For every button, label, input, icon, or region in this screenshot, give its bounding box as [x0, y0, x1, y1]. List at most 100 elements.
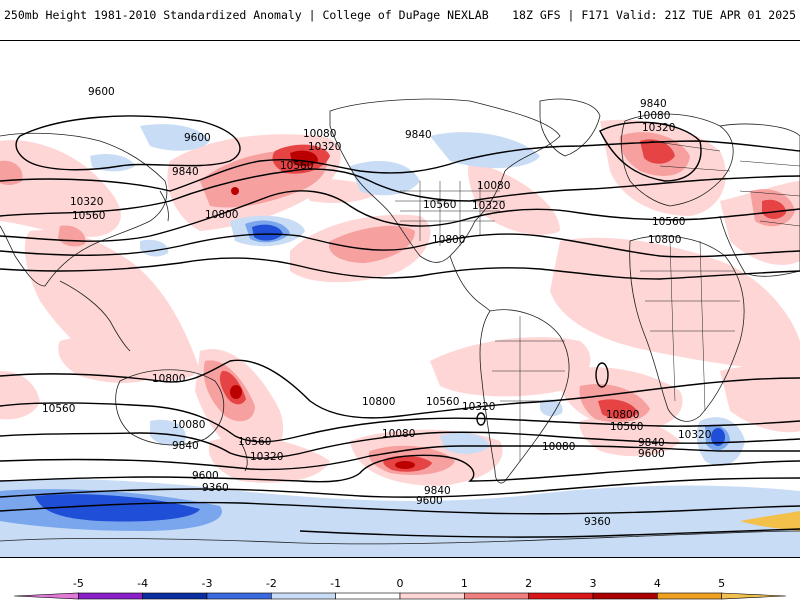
contour-label: 9600 — [416, 495, 443, 507]
asia-west-coast — [0, 132, 168, 287]
contour-label: 9360 — [202, 482, 229, 494]
contour-label: 9600 — [88, 86, 115, 98]
contour-10320-s — [0, 431, 800, 459]
contour-label: 10080 — [477, 180, 510, 192]
colorbar-tick-label: 4 — [654, 577, 661, 590]
negative-anomaly-1 — [140, 124, 210, 151]
contour-label: 10080 — [172, 419, 205, 431]
colorbar-tick-label: -2 — [266, 577, 277, 590]
header-bar: 250mb Height 1981-2010 Standardized Anom… — [0, 0, 800, 30]
contour-label: 10800 — [205, 209, 238, 221]
colorbar-segment — [464, 592, 529, 600]
positive-anomaly-1 — [720, 365, 800, 433]
positive-anomaly-1 — [24, 230, 200, 381]
negative-anomaly-1 — [150, 419, 186, 446]
model-run-info: 18Z GFS | F171 Valid: 21Z TUE APR 01 202… — [512, 8, 796, 22]
australia-coast — [115, 369, 224, 446]
contour-9840-n — [0, 140, 800, 192]
contour-label: 10800 — [152, 373, 185, 385]
map-canvas: 9600 9600 9840 10320 10560 10080 10320 1… — [0, 86, 800, 557]
contour-label: 10560 — [72, 210, 105, 222]
colorbar-tick-label: 5 — [718, 577, 725, 590]
contour-labels: 9600 9600 9840 10320 10560 10080 10320 1… — [42, 86, 711, 528]
antarctica-coast — [0, 530, 800, 545]
contour-9360-deep — [299, 528, 800, 538]
contour-10080-s — [0, 445, 800, 471]
negative-anomaly-3 — [252, 224, 283, 241]
north-america-coast — [329, 98, 561, 263]
anomaly-shading — [0, 119, 800, 557]
south-america-borders — [492, 316, 565, 461]
negative-anomaly-1 — [350, 161, 420, 196]
contour-label: 9840 — [638, 437, 665, 449]
colorbar-ticks: -5 -4 -3 -2 -1 0 1 2 3 4 5 — [73, 577, 725, 590]
africa-borders — [640, 240, 740, 412]
south-america-coast — [479, 309, 570, 484]
colorbar-segment — [142, 592, 208, 600]
contour-10560-n — [0, 233, 800, 258]
contour-label: 9600 — [192, 470, 219, 482]
colorbar-segment — [13, 592, 79, 600]
contour-10800-n — [0, 257, 800, 280]
positive-anomaly-1 — [208, 437, 330, 483]
contour-label: 10800 — [432, 234, 465, 246]
contour-closed-low-1 — [595, 362, 609, 388]
positive-anomaly-4 — [230, 385, 242, 399]
contour-label: 10320 — [250, 451, 283, 463]
japan-coast — [159, 190, 169, 222]
contour-10320-n — [0, 190, 800, 242]
se-asia-coast — [59, 280, 131, 352]
contour-label: 10320 — [70, 196, 103, 208]
contour-label: 9840 — [172, 166, 199, 178]
positive-anomaly-1 — [430, 337, 591, 397]
positive-anomaly-4 — [231, 187, 239, 195]
contour-label: 9840 — [640, 98, 667, 110]
contour-label: 10560 — [610, 421, 643, 433]
height-contours — [0, 115, 800, 538]
contour-label: 10320 — [642, 122, 675, 134]
contour-10800-s — [0, 359, 800, 419]
colorbar-tick-label: 3 — [590, 577, 597, 590]
negative-anomaly-1 — [430, 132, 540, 168]
contour-label: 10560 — [280, 160, 313, 172]
colorbar-segments — [13, 592, 787, 600]
contour-label: 10320 — [308, 141, 341, 153]
asia-coast — [719, 123, 800, 277]
colorbar-tick-label: -1 — [330, 577, 341, 590]
positive-anomaly-1 — [58, 337, 160, 383]
contour-9840-europe — [599, 121, 702, 182]
contour-10560-s — [0, 402, 800, 443]
contour-label: 10080 — [542, 441, 575, 453]
colorbar-tick-label: 2 — [525, 577, 532, 590]
map-title: 250mb Height 1981-2010 Standardized Anom… — [4, 8, 489, 22]
contour-label: 10560 — [238, 436, 271, 448]
colorbar: -5 -4 -3 -2 -1 0 1 2 3 4 5 — [0, 565, 800, 600]
colorbar-segment — [335, 592, 401, 600]
negative-anomaly-1 — [90, 154, 135, 172]
negative-anomaly-3 — [711, 428, 725, 446]
positive-anomaly-1 — [550, 237, 800, 371]
contour-label: 10320 — [462, 401, 495, 413]
positive-anomaly-1 — [0, 140, 121, 238]
contour-label: 9600 — [184, 132, 211, 144]
negative-anomaly-1 — [440, 432, 490, 454]
contour-label: 10320 — [678, 429, 711, 441]
contour-label: 10080 — [637, 110, 670, 122]
contour-label: 9840 — [405, 129, 432, 141]
positive-anomaly-2 — [0, 160, 23, 186]
anomaly-map: 9600 9600 9840 10320 10560 10080 10320 1… — [0, 40, 800, 558]
colorbar-tick-label: -3 — [202, 577, 213, 590]
positive-anomaly-3 — [762, 199, 786, 219]
positive-anomaly-4 — [395, 461, 415, 469]
negative-anomaly-1 — [140, 239, 169, 257]
contour-label: 9600 — [638, 448, 665, 460]
colorbar-tick-label: -4 — [137, 577, 148, 590]
colorbar-tick-label: 0 — [397, 577, 404, 590]
positive-anomaly-5 — [740, 511, 800, 531]
negative-anomaly-1 — [540, 399, 563, 417]
contour-label: 10560 — [652, 216, 685, 228]
africa-coast — [629, 235, 745, 422]
contour-label: 10080 — [382, 428, 415, 440]
colorbar-segment — [657, 592, 722, 600]
central-america-coast — [449, 255, 491, 312]
